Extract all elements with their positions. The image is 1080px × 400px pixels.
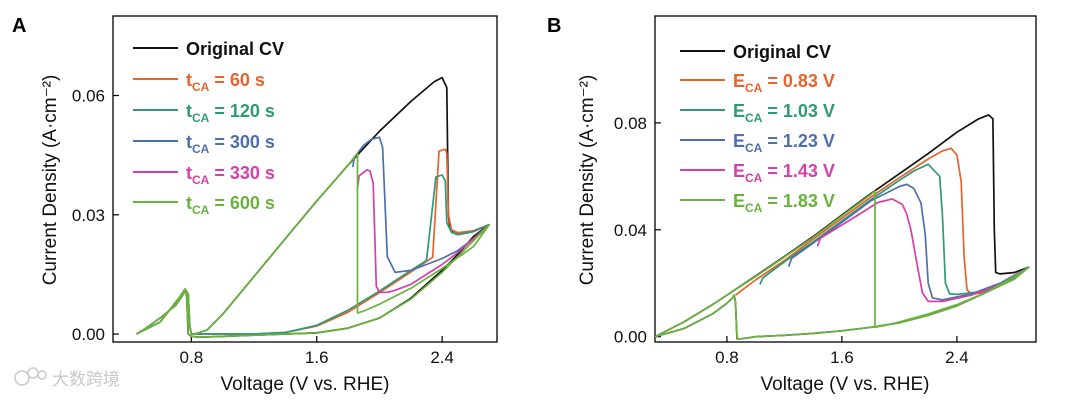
watermark: 大数跨境	[14, 367, 120, 389]
watermark-logo-icon	[14, 367, 47, 386]
panel-a-x-tick-label-0: 0.8	[180, 348, 204, 367]
panel-b-y-tick-label-0: 0.00	[614, 328, 647, 347]
panel-b-x-axis-title: Voltage (V vs. RHE)	[761, 374, 930, 395]
panel-a-legend: Original CV tCA = 60 s tCA = 120 s tCA =…	[133, 39, 284, 217]
panel-a-x-axis-title: Voltage (V vs. RHE)	[221, 374, 390, 395]
panel-a-legend-label-tca-120s: tCA = 120 s	[186, 101, 275, 125]
panel-a-legend-label-tca-600s: tCA = 600 s	[186, 193, 275, 217]
panel-b-y-axis-title: Current Density (A·cm⁻²)	[577, 75, 598, 286]
panel-b-legend-label-original-cv: Original CV	[733, 42, 831, 62]
panel-a-series-tca-300s	[351, 136, 490, 274]
panel-a-legend-label-tca-300s: tCA = 300 s	[186, 132, 275, 156]
panel-a-series-tca-600s	[136, 152, 491, 339]
panel-b-legend-label-eca-1-23v: ECA = 1.23 V	[733, 131, 835, 155]
watermark-text: 大数跨境	[52, 370, 120, 389]
panel-b-legend-label-eca-0-83v: ECA = 0.83 V	[733, 71, 835, 95]
panel-b-series-eca-1-03v	[759, 163, 1030, 296]
panel-b-legend-label-eca-1-43v: ECA = 1.43 V	[733, 161, 835, 185]
panel-b-legend-label-eca-1-03v: ECA = 1.03 V	[733, 101, 835, 125]
panel-a-x-tick-label-1: 1.6	[305, 348, 329, 367]
panel-a-legend-label-original-cv: Original CV	[186, 39, 284, 59]
panel-b-y-tick-label-2: 0.08	[614, 114, 647, 133]
panel-a-y-tick-label-1: 0.03	[72, 206, 105, 225]
panel-a: A 0.8 1.6 2.4 0.00 0.03 0.06	[12, 15, 498, 395]
panel-a-label: A	[12, 15, 26, 37]
panel-b-label: B	[547, 15, 561, 37]
panel-a-y-tick-label-0: 0.00	[72, 325, 105, 344]
panel-b-x-tick-label-1: 1.6	[830, 348, 854, 367]
panel-b-x-tick-label-0: 0.8	[715, 348, 739, 367]
panel-a-x-tick-label-2: 2.4	[430, 348, 454, 367]
panel-b-y-tick-label-1: 0.04	[614, 221, 647, 240]
panel-b: B 0.8 1.6 2.4 0.00 0.04 0.08	[547, 15, 1037, 395]
panel-b-legend: Original CV ECA = 0.83 V ECA = 1.03 V EC…	[680, 42, 835, 215]
panel-b-series-eca-1-43v	[816, 198, 1030, 303]
panel-b-frame	[654, 15, 1037, 343]
panel-a-y-tick-label-2: 0.06	[72, 87, 105, 106]
panel-a-y-axis-title: Current Density (A·cm⁻²)	[40, 75, 61, 286]
panel-b-legend-label-eca-1-83v: ECA = 1.83 V	[733, 191, 835, 215]
panel-a-legend-label-tca-60s: tCA = 60 s	[186, 70, 265, 94]
panel-b-series-eca-1-23v	[787, 183, 1030, 301]
panel-a-frame	[112, 15, 498, 343]
panel-b-x-tick-label-2: 2.4	[945, 348, 969, 367]
panel-a-series-tca-330s	[356, 169, 490, 294]
panel-a-legend-label-tca-330s: tCA = 330 s	[186, 163, 275, 187]
panel-b-series-eca-1-83v	[654, 190, 1030, 340]
